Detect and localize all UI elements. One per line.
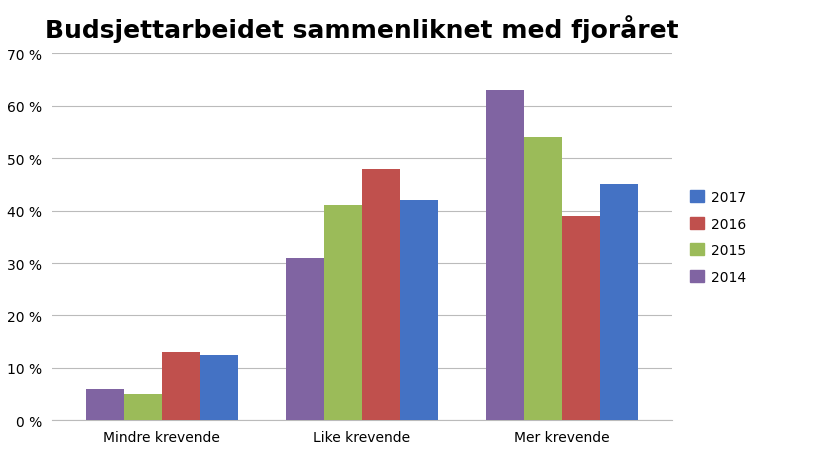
Bar	[486, 91, 523, 420]
Title: Budsjettarbeidet sammenliknet med fjoråret: Budsjettarbeidet sammenliknet med fjorår…	[45, 15, 678, 42]
Bar	[600, 185, 638, 420]
Bar	[162, 352, 200, 420]
Bar	[562, 216, 600, 420]
Legend: 2017, 2016, 2015, 2014: 2017, 2016, 2015, 2014	[685, 185, 752, 290]
Bar	[200, 355, 238, 420]
Bar	[324, 206, 362, 420]
Bar	[362, 169, 400, 420]
Bar	[523, 138, 562, 420]
Bar	[86, 389, 124, 420]
Bar	[124, 394, 162, 420]
Bar	[286, 258, 324, 420]
Bar	[400, 201, 437, 420]
